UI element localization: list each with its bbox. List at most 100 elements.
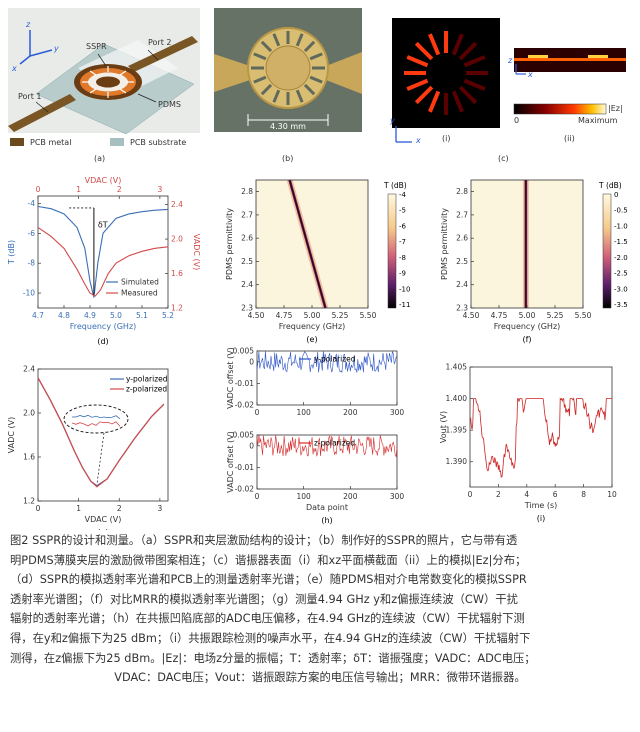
figure-caption: 图2 SSPR的设计和测量。（a）SSPR和夹层激励结构的设计；（b）制作好的S… bbox=[10, 531, 630, 688]
resonator-tooth bbox=[303, 83, 316, 96]
y-tick-label: 0.005 bbox=[233, 431, 255, 440]
x-axis-label: VDAC (V) bbox=[85, 515, 122, 524]
resonator-tooth bbox=[295, 89, 304, 103]
c-ii-axis-x: x bbox=[528, 70, 533, 79]
zoom-pointer bbox=[96, 432, 105, 485]
field-tooth bbox=[406, 78, 429, 91]
panel-a-tag: (a) bbox=[94, 154, 106, 163]
y-tick-label: 2.6 bbox=[241, 234, 253, 243]
colorbar-tick-label: -7 bbox=[399, 238, 406, 246]
resonator-tooth bbox=[253, 75, 267, 84]
colorbar-tick-label: -6 bbox=[399, 222, 407, 230]
resonator-tooth bbox=[295, 33, 304, 47]
delta-t-label: δT bbox=[98, 220, 108, 229]
heatmap-background bbox=[256, 180, 368, 308]
y-tick-label: 1.2 bbox=[23, 497, 35, 506]
legend-label: y-polarized bbox=[126, 375, 168, 384]
field-tooth bbox=[428, 90, 441, 113]
top-x-tick-label: 3 bbox=[157, 185, 162, 194]
y-tick-label: -0.01 bbox=[235, 463, 255, 472]
x-tick-label: 1 bbox=[76, 504, 81, 513]
panel-b: 4.30 mm (b) bbox=[214, 8, 362, 170]
y-tick-label: 2.3 bbox=[456, 304, 468, 313]
x-tick-label: 0 bbox=[255, 408, 260, 417]
colorbar-tick-label: -1.5 bbox=[614, 238, 628, 246]
sub-i-tag: (i) bbox=[442, 134, 451, 143]
colorbar-tick-label: -5 bbox=[399, 207, 406, 215]
plot-frame bbox=[469, 366, 613, 488]
sspr-design-illustration bbox=[8, 8, 200, 146]
panel-tag: (h) bbox=[321, 516, 332, 525]
panel-c-tag: (c) bbox=[498, 154, 509, 163]
plot-frame bbox=[256, 434, 398, 490]
resonator-tooth bbox=[260, 40, 273, 53]
colorbar-tick-label: -2.5 bbox=[614, 270, 628, 278]
x-tick-label: 6 bbox=[553, 490, 558, 499]
colorbar-tick-label: -8 bbox=[399, 254, 406, 262]
field-distribution-maps bbox=[392, 18, 626, 143]
series-line-simulated bbox=[37, 205, 169, 298]
caption-line: 得，在y和z偏振下为25 dBm；（i）共振跟踪检测的噪声水平，在4.94 GH… bbox=[10, 631, 531, 645]
series-line-measured bbox=[37, 226, 169, 297]
zoom-ellipse bbox=[63, 404, 129, 434]
y-tick-label: 1.395 bbox=[446, 426, 468, 435]
x-axis-label: Frequency (GHz) bbox=[70, 322, 137, 331]
y-axis-label: Vout (V) bbox=[439, 411, 448, 443]
colorbar-tick-label: -3.5 bbox=[614, 301, 628, 309]
y-tick-label: 2.4 bbox=[456, 280, 468, 289]
y-tick-label: -0.02 bbox=[235, 485, 255, 494]
resonance-core bbox=[289, 179, 326, 309]
noise-trace bbox=[256, 435, 398, 458]
top-x-axis-label: VDAC (V) bbox=[85, 176, 122, 185]
y-tick-label: 2.7 bbox=[241, 210, 253, 219]
plot-frame bbox=[37, 368, 169, 502]
x-tick-label: 2 bbox=[496, 490, 501, 499]
chart-mrr-heatmap: 4.50 4.75 5.00 5.25 5.50 2.8 2.7 2.6 2.5 2.4 2.3 Fr… bbox=[440, 179, 628, 344]
panel-a: z y x SSPR Port 2 PDMS Port 1 PCB metal … bbox=[8, 8, 200, 170]
x-tick-label: 10 bbox=[607, 490, 617, 499]
x-axis-label: Frequency (GHz) bbox=[494, 322, 561, 331]
c-axis-y: y bbox=[390, 116, 395, 125]
colorbar-ez bbox=[513, 103, 607, 115]
resonator-tooth bbox=[303, 40, 316, 53]
x-tick-label: 5.00 bbox=[304, 311, 321, 320]
colorbar-tick-label: -2.0 bbox=[614, 254, 628, 262]
chart-transmission-spectrum: 4.7 4.8 4.9 5.0 5.1 5.2 -4 -6 -8 -10 Frequency (GH… bbox=[7, 176, 201, 345]
pcb-metal-swatch bbox=[10, 138, 24, 146]
y-tick-label: 2.5 bbox=[456, 257, 468, 266]
x-tick-label: 4.8 bbox=[58, 311, 70, 320]
right-y-tick-label: 2.0 bbox=[171, 235, 183, 244]
x-tick-label: 5.2 bbox=[162, 311, 174, 320]
colorbar-tick-label: -4 bbox=[399, 191, 407, 199]
axis-y-label: y bbox=[54, 44, 59, 53]
panel-tag: (g) bbox=[97, 528, 108, 530]
y-tick-label: 2.0 bbox=[23, 409, 35, 418]
legend-label: Measured bbox=[121, 289, 158, 298]
x-tick-label: 8 bbox=[581, 490, 586, 499]
x-tick-label: 3 bbox=[157, 504, 162, 513]
x-axis-label: Frequency (GHz) bbox=[279, 322, 346, 331]
vout-trace bbox=[469, 397, 612, 478]
top-x-tick-label: 1 bbox=[76, 185, 81, 194]
y-tick-label: 1.400 bbox=[446, 394, 468, 403]
caption-line: VDAC：DAC电压；Vout：谐振跟踪方案的电压信号输出；MRR：微带环谐振器… bbox=[114, 671, 526, 685]
right-y-tick-label: 2.4 bbox=[171, 200, 183, 209]
colorbar-tick-label: -9 bbox=[399, 270, 406, 278]
x-tick-label: 100 bbox=[297, 492, 312, 501]
plot-frame bbox=[37, 195, 169, 309]
caption-line: 透射率光谱图；（f）对比MRR的模拟透射率光谱图；（g）测量4.94 GHz y… bbox=[10, 592, 518, 606]
top-x-tick-label: 2 bbox=[117, 185, 122, 194]
series-line bbox=[37, 377, 165, 487]
colorbar bbox=[602, 193, 612, 309]
y-axis-label: VADC (V) bbox=[7, 417, 16, 453]
field-tooth bbox=[451, 33, 464, 56]
x-tick-label: 0 bbox=[36, 504, 41, 513]
x-tick-label: 5.00 bbox=[519, 311, 536, 320]
legend-label: Simulated bbox=[121, 278, 159, 287]
x-tick-label: 4.50 bbox=[248, 311, 265, 320]
c-ii-axis-z: z bbox=[508, 56, 513, 65]
x-tick-label: 0 bbox=[255, 492, 260, 501]
panel-tag: (d) bbox=[97, 337, 108, 345]
x-tick-label: 300 bbox=[390, 408, 405, 417]
